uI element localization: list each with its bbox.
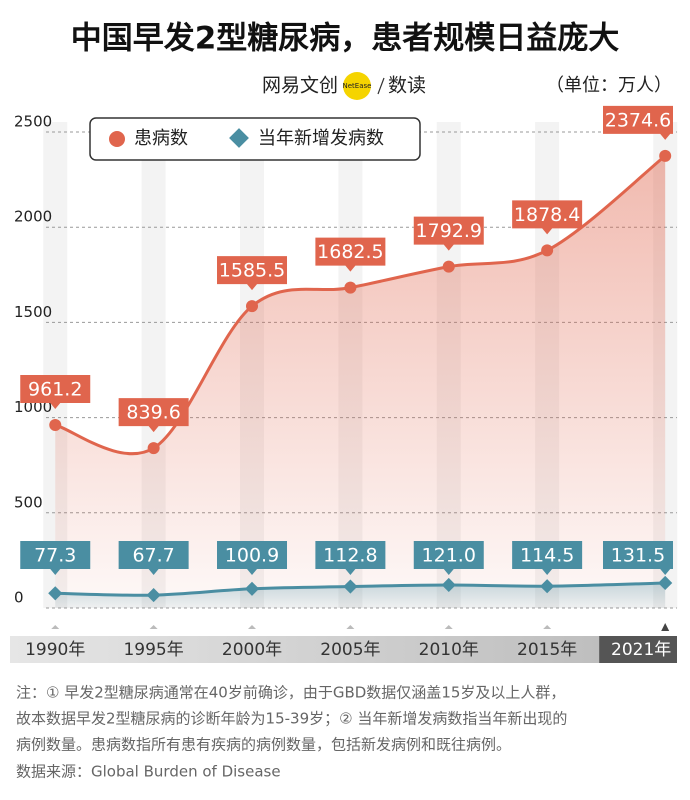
label-box (217, 541, 288, 575)
point (540, 579, 555, 594)
y-tick-label: 2500 (14, 113, 52, 131)
label-box (118, 398, 189, 433)
data-label: 1878.4 (514, 204, 580, 226)
note-line: 病例数量。患病数指所有患有疾病的病例数量，包括新发病例和既往病例。 (16, 736, 511, 754)
x-tick-label: 2000年 (222, 640, 282, 660)
point (658, 575, 673, 591)
area (55, 582, 666, 608)
y-tick-label: 2000 (14, 208, 52, 226)
legend-box (89, 117, 421, 161)
x-tick-mark (149, 625, 158, 629)
data-label: 121.0 (422, 545, 476, 567)
point (246, 300, 259, 313)
label-box (413, 541, 484, 575)
label-box (512, 200, 583, 235)
point (659, 149, 672, 162)
data-label: 1682.5 (317, 241, 383, 263)
point (441, 577, 456, 593)
data-label: 131.5 (611, 545, 665, 567)
unit-label: （单位：万人） (546, 75, 672, 96)
point (344, 281, 357, 294)
legend-label: 患病数 (134, 128, 188, 149)
y-tick-label: 0 (14, 589, 24, 607)
legend-marker (109, 131, 125, 147)
note-line: 注：① 早发2型糖尿病通常在40岁前确诊，由于GBD数据仅涵盖15岁及以上人群， (16, 684, 565, 702)
data-label: 112.8 (323, 545, 377, 567)
x-tick-label: 2015年 (517, 640, 577, 660)
point (343, 579, 358, 594)
data-label: 1585.5 (219, 260, 285, 282)
x-tick-mark (51, 625, 60, 629)
brand-separator (377, 77, 385, 95)
label-box (217, 256, 288, 291)
label-box (413, 216, 484, 251)
point (146, 588, 161, 603)
data-label: 114.5 (520, 545, 574, 567)
label-box (20, 374, 91, 409)
brand-badge: NetEase (343, 82, 372, 90)
x-tick-label: 1990年 (25, 640, 85, 660)
notes: 注：① 早发2型糖尿病通常在40岁前确诊，由于GBD数据仅涵盖15岁及以上人群，… (16, 684, 567, 754)
y-tick-label: 500 (14, 493, 43, 511)
y-tick-label: 1500 (14, 303, 52, 321)
x-tick-mark (444, 625, 453, 629)
label-box (603, 541, 673, 575)
source: 数据来源：Global Burden of Disease (16, 763, 281, 781)
x-tick-label: 2021年 (611, 640, 671, 660)
data-label: 2374.6 (605, 109, 671, 131)
point (244, 581, 260, 596)
x-tick-label: 2010年 (419, 640, 479, 660)
data-label: 1792.9 (416, 220, 482, 242)
point (49, 418, 62, 431)
legend-label: 当年新增发病数 (258, 128, 384, 149)
x-tick-mark (661, 623, 670, 631)
data-label: 67.7 (132, 545, 174, 567)
label-box (315, 541, 386, 575)
x-axis-bar (10, 636, 677, 663)
brand: 网易文创 (262, 75, 338, 97)
data-label: 839.6 (126, 402, 180, 424)
label-box (512, 541, 583, 575)
data-label: 77.3 (34, 545, 76, 567)
data-label: 961.2 (28, 378, 82, 400)
note-line: 故本数据早发2型糖尿病的诊断年龄为15-39岁；② 当年新增发病数指当年新出现的 (16, 710, 567, 728)
brand-badge-circle (343, 72, 371, 100)
point (48, 586, 63, 601)
point (442, 260, 455, 273)
label-box (20, 541, 91, 575)
area (55, 155, 666, 608)
point (147, 442, 160, 455)
x-tick-mark (248, 625, 257, 629)
x-tick-highlight (599, 636, 677, 663)
brand-section: 数读 (388, 75, 426, 97)
label-box (603, 105, 673, 140)
x-tick-label: 2005年 (320, 640, 380, 660)
chart-title: 中国早发2型糖尿病，患者规模日益庞大 (71, 21, 620, 57)
point (541, 244, 554, 257)
x-tick-label: 1995年 (123, 640, 183, 660)
label-box (315, 237, 386, 272)
legend-marker (229, 128, 249, 148)
x-tick-mark (346, 625, 355, 629)
label-box (118, 541, 189, 575)
x-tick-mark (543, 625, 552, 629)
data-label: 100.9 (225, 545, 279, 567)
